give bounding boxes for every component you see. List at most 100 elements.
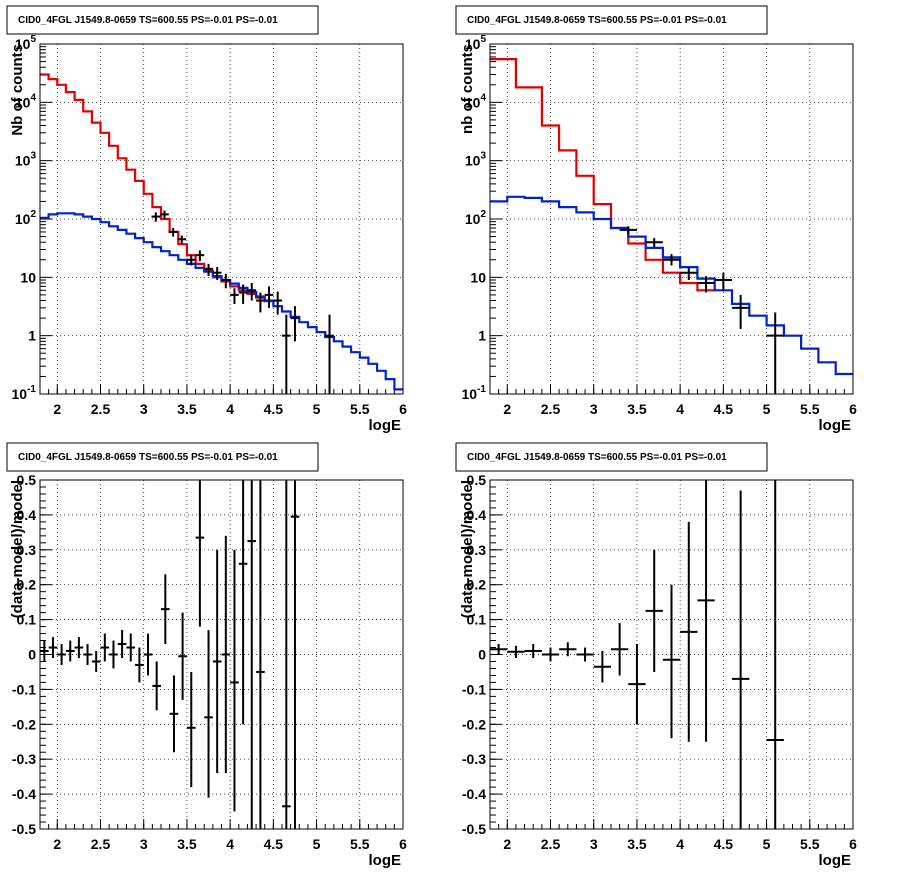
- plot-frame: [39, 43, 404, 395]
- y-tick-label: -0.4: [462, 786, 486, 802]
- x-tick-label: 5: [313, 836, 321, 852]
- x-tick-label: 3.5: [177, 401, 197, 417]
- y-tick-label: -0.5: [462, 821, 486, 837]
- data-point: [195, 480, 205, 627]
- chart-panel-bottom-right: CID0_4FGL J1549.8-0659 TS=600.55 PS=-0.0…: [455, 442, 857, 869]
- x-tick-label: 2.5: [91, 401, 111, 417]
- data-point: [221, 273, 231, 289]
- x-tick-label: 3.5: [627, 401, 647, 417]
- x-tick-label: 3.5: [627, 836, 647, 852]
- data-point: [48, 637, 58, 658]
- series-red-step-line: [40, 73, 274, 302]
- data-point: [168, 228, 178, 237]
- x-tick-label: 4.5: [264, 401, 284, 417]
- x-tick-label: 2: [53, 836, 61, 852]
- data-point: [290, 306, 300, 342]
- data-point: [126, 633, 136, 662]
- x-axis-label: logE: [819, 417, 852, 434]
- data-point: [282, 314, 291, 394]
- data-point: [290, 480, 300, 829]
- y-tick-label: -0.2: [462, 716, 486, 732]
- data-point: [109, 640, 118, 669]
- y-tick-label: 0: [478, 647, 486, 663]
- y-tick-label: 0: [28, 647, 36, 663]
- y-tick-label: -0.1: [12, 681, 36, 697]
- data-point: [100, 633, 110, 662]
- chart-panel-top-right: CID0_4FGL J1549.8-0659 TS=600.55 PS=-0.0…: [455, 5, 857, 434]
- y-axis-label: nb of counts: [459, 44, 476, 134]
- y-tick-label: 1: [28, 328, 36, 344]
- y-tick-label: 103: [15, 151, 37, 169]
- data-point: [117, 630, 127, 658]
- x-tick-label: 4: [226, 836, 234, 852]
- data-point: [151, 212, 161, 222]
- y-tick-label: -0.5: [12, 821, 36, 837]
- data-point: [152, 661, 161, 711]
- x-tick-label: 5: [763, 401, 771, 417]
- data-point: [230, 549, 239, 812]
- x-tick-label: 5.5: [800, 836, 820, 852]
- y-tick-label: 10: [20, 269, 36, 285]
- y-tick-label: 0.3: [17, 542, 37, 558]
- y-axis-label: (data-model)/model: [459, 480, 476, 618]
- data-point: [177, 235, 187, 244]
- y-tick-label: -0.2: [12, 716, 36, 732]
- y-tick-label: 10-1: [462, 384, 487, 402]
- x-tick-label: 3: [590, 401, 598, 417]
- plot-frame: [489, 43, 854, 395]
- y-tick-label: 103: [465, 151, 487, 169]
- data-point: [91, 651, 101, 672]
- x-tick-label: 4: [676, 401, 684, 417]
- title-box: [6, 442, 319, 472]
- data-point: [645, 549, 663, 672]
- x-tick-label: 5.5: [350, 401, 370, 417]
- x-tick-label: 6: [399, 401, 407, 417]
- data-point: [732, 490, 750, 829]
- data-point: [662, 584, 681, 739]
- data-point: [178, 612, 187, 700]
- data-point: [160, 210, 169, 219]
- x-tick-label: 4.5: [714, 401, 734, 417]
- x-tick-label: 5.5: [350, 836, 370, 852]
- series-blue-step-line: [40, 212, 403, 391]
- x-tick-label: 2: [503, 401, 511, 417]
- data-point: [169, 675, 179, 753]
- data-point: [247, 282, 257, 301]
- data-point: [273, 291, 282, 315]
- data-point: [282, 480, 291, 829]
- title-box: [6, 5, 319, 35]
- y-tick-label: -0.4: [12, 786, 36, 802]
- data-point: [662, 254, 681, 266]
- data-point: [204, 630, 213, 798]
- data-point: [766, 312, 784, 394]
- data-point: [212, 267, 222, 281]
- x-tick-label: 4.5: [264, 836, 284, 852]
- data-point: [204, 263, 213, 277]
- x-axis-label: logE: [819, 852, 852, 869]
- data-point: [507, 645, 525, 658]
- data-point: [697, 276, 715, 293]
- data-point: [247, 480, 257, 829]
- y-tick-label: 102: [465, 209, 487, 227]
- data-point: [135, 647, 144, 683]
- data-point: [256, 480, 265, 829]
- data-point: [325, 314, 334, 394]
- x-tick-label: 3: [590, 836, 598, 852]
- series-red-step-line: [490, 58, 715, 292]
- data-point: [256, 292, 265, 313]
- data-point: [611, 623, 629, 676]
- data-point: [559, 642, 577, 657]
- data-point: [230, 288, 239, 304]
- y-tick-label: 10: [470, 269, 486, 285]
- data-point: [766, 480, 784, 829]
- y-tick-label: 0.1: [17, 612, 37, 628]
- x-tick-label: 5: [763, 836, 771, 852]
- data-point: [74, 637, 84, 658]
- data-point: [680, 521, 698, 742]
- chart-title: CID0_4FGL J1549.8-0659 TS=600.55 PS=-0.0…: [18, 452, 278, 463]
- y-tick-label: 0.1: [467, 612, 487, 628]
- data-point: [697, 480, 715, 742]
- data-point: [238, 284, 248, 304]
- chart-panel-top-left: CID0_4FGL J1549.8-0659 TS=600.55 PS=-0.0…: [6, 5, 407, 434]
